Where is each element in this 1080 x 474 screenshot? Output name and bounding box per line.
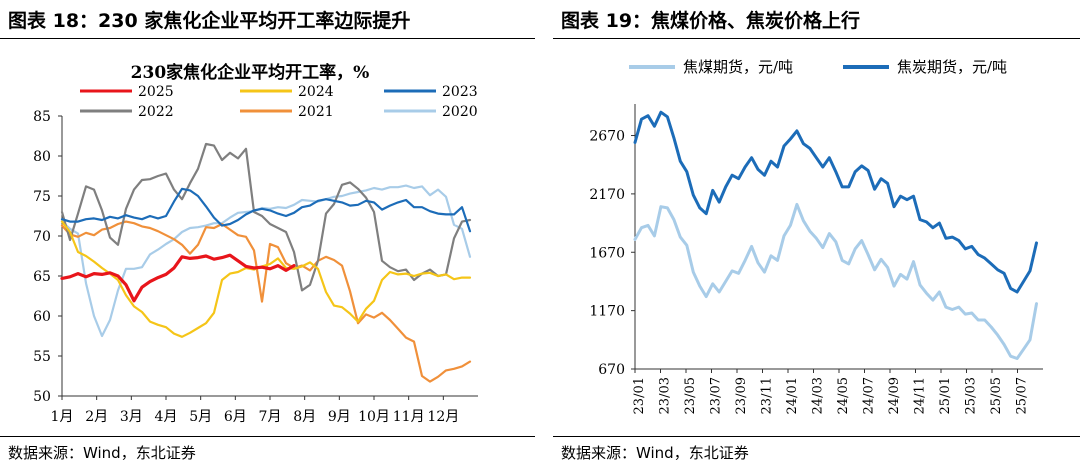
figure-title-left: 图表 18：230 家焦化企业平均开工率边际提升	[8, 10, 411, 32]
y-tick-label: 1670	[589, 245, 625, 261]
series-line-2025	[60, 253, 296, 303]
x-tick-label: 25/07	[1015, 377, 1030, 414]
x-tick-label: 25/01	[938, 377, 953, 414]
chart-plot-area	[633, 110, 1038, 360]
x-tick-label: 24/03	[811, 377, 826, 414]
y-tick-label: 2170	[589, 187, 625, 203]
y-tick-label: 85	[33, 109, 51, 125]
source-note-right: 数据来源：Wind，东北证券	[561, 444, 749, 462]
legend-label-2021: 2021	[298, 104, 334, 120]
y-tick-label: 75	[33, 189, 51, 205]
chart-plot-area	[60, 142, 472, 383]
chart-legend: 2025 2024 2023 2022 2021 2020	[80, 84, 478, 120]
x-tick-label: 23/03	[658, 377, 673, 414]
series-line-2023	[60, 187, 472, 233]
chart-legend: 焦煤期货，元/吨 焦炭期货，元/吨	[629, 58, 1007, 76]
legend-label-2024: 2024	[298, 84, 334, 100]
x-tick-label: 25/05	[989, 377, 1004, 414]
legend-label-1: 焦炭期货，元/吨	[897, 58, 1007, 76]
x-tick-label: 23/05	[683, 377, 698, 414]
y-tick-label: 65	[33, 269, 51, 285]
figure-panel-left: 图表 18：230 家焦化企业平均开工率边际提升 230家焦化企业平均开工率，%…	[0, 0, 535, 474]
x-tick-label: 2月	[85, 409, 108, 425]
x-tick-label: 23/09	[734, 377, 749, 414]
y-tick-label: 670	[598, 362, 625, 378]
y-tick-label: 60	[33, 309, 51, 325]
series-line-2021	[60, 220, 472, 383]
x-tick-label: 8月	[293, 409, 316, 425]
figure-title-right: 图表 19：焦煤价格、焦炭价格上行	[561, 10, 861, 32]
footer-rule-left	[0, 436, 535, 437]
x-tick-label: 10月	[358, 409, 390, 425]
x-tick-label: 23/01	[632, 377, 647, 414]
series-line-2020	[60, 184, 472, 338]
x-tick-label: 24/01	[785, 377, 800, 414]
y-tick-label: 80	[33, 149, 51, 165]
x-tick-label: 9月	[328, 409, 351, 425]
legend-label-2022: 2022	[138, 104, 174, 120]
title-rule-left	[0, 38, 535, 39]
capacity-utilization-chart: 230家焦化企业平均开工率，% 2025 2024 2023 2022 2021 2020…	[33, 62, 478, 425]
coal-coke-price-chart: 焦煤期货，元/吨 焦炭期货，元/吨 670 1170 1670 2170 2670 23/0…	[589, 58, 1043, 414]
x-tick-label: 11月	[393, 409, 425, 425]
chart-axes: 50 55 60 65 70 75 80 85 1月 2月 3月 4月 5月 6月 7月 8月 9月 10月 11月…	[33, 109, 478, 425]
x-tick-label: 23/07	[709, 377, 724, 414]
legend-label-2023: 2023	[442, 84, 478, 100]
footer-rule-right	[553, 436, 1080, 437]
chart-title: 230家焦化企业平均开工率，%	[131, 62, 370, 83]
x-tick-label: 3月	[120, 409, 143, 425]
chart-axes: 670 1170 1670 2170 2670 23/01 23/03 23/05 23/07 2…	[589, 104, 1043, 414]
series-line-2022	[60, 142, 472, 292]
y-tick-label: 50	[33, 389, 51, 405]
x-tick-label: 6月	[224, 409, 247, 425]
x-tick-label: 24/09	[887, 377, 902, 414]
title-rule-right	[553, 38, 1080, 39]
x-tick-label: 24/05	[836, 377, 851, 414]
x-tick-label: 7月	[259, 409, 282, 425]
y-tick-label: 1170	[589, 304, 625, 320]
series-line-焦煤期货，元/吨	[633, 202, 1038, 360]
x-tick-label: 24/11	[913, 377, 928, 414]
series-line-2024	[60, 220, 472, 338]
legend-label-2020: 2020	[442, 104, 478, 120]
series-line-焦炭期货，元/吨	[633, 110, 1038, 294]
y-tick-label: 70	[33, 229, 51, 245]
x-tick-label: 4月	[155, 409, 178, 425]
x-tick-label: 5月	[189, 409, 212, 425]
x-tick-label: 23/11	[760, 377, 775, 414]
source-note-left: 数据来源：Wind，东北证券	[8, 444, 196, 462]
legend-label-0: 焦煤期货，元/吨	[683, 58, 793, 76]
y-tick-label: 55	[33, 349, 51, 365]
x-tick-label: 25/03	[964, 377, 979, 414]
legend-label-2025: 2025	[138, 84, 174, 100]
x-tick-label: 12月	[427, 409, 459, 425]
x-tick-label: 24/07	[862, 377, 877, 414]
figure-panel-right: 图表 19：焦煤价格、焦炭价格上行 焦煤期货，元/吨 焦炭期货，元/吨 670 11…	[553, 0, 1080, 474]
y-tick-label: 2670	[589, 129, 625, 145]
x-tick-label: 1月	[51, 409, 74, 425]
